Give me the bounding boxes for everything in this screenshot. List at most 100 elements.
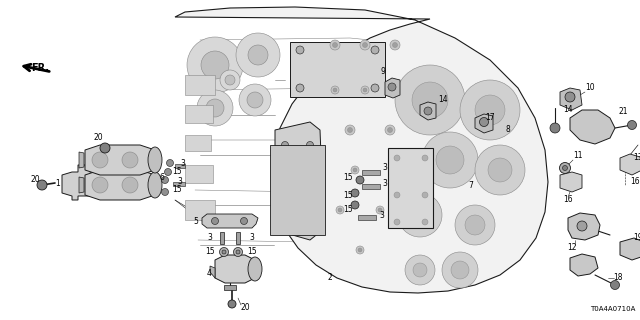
Circle shape [348,127,353,132]
Circle shape [479,117,488,126]
Circle shape [455,205,495,245]
Circle shape [475,95,505,125]
Circle shape [197,90,233,126]
Bar [175,164,185,168]
Circle shape [565,92,575,102]
Circle shape [387,127,392,132]
Text: 3: 3 [380,212,385,220]
Text: 6: 6 [159,173,164,182]
Circle shape [550,123,560,133]
Text: 20: 20 [93,133,103,142]
Polygon shape [275,122,322,240]
Bar [185,200,215,220]
Text: 3: 3 [250,234,255,243]
Ellipse shape [248,257,262,281]
Text: 8: 8 [506,125,510,134]
Circle shape [442,252,478,288]
Polygon shape [210,266,215,278]
Circle shape [100,143,110,153]
Circle shape [360,40,370,50]
Text: 15: 15 [205,247,215,257]
Bar [185,135,211,151]
Text: 15: 15 [343,190,353,199]
Polygon shape [224,285,236,290]
Circle shape [391,166,399,174]
Circle shape [358,248,362,252]
Polygon shape [570,110,615,144]
Text: 3: 3 [180,158,186,167]
Circle shape [351,201,359,209]
Polygon shape [620,238,640,260]
Circle shape [376,206,384,214]
Circle shape [331,86,339,94]
Circle shape [122,177,138,193]
Text: 19: 19 [633,234,640,243]
Circle shape [248,45,268,65]
Text: 14: 14 [563,106,573,115]
Text: 2: 2 [328,274,332,283]
Circle shape [436,146,464,174]
Circle shape [333,88,337,92]
Circle shape [338,208,342,212]
Circle shape [362,43,367,47]
Text: 21: 21 [618,108,628,116]
Circle shape [422,219,428,225]
Text: 3: 3 [383,179,387,188]
Text: 5: 5 [193,217,198,226]
Polygon shape [475,114,493,133]
Circle shape [390,40,400,50]
Text: 11: 11 [573,150,583,159]
Circle shape [92,177,108,193]
Circle shape [161,188,168,196]
Circle shape [92,152,108,168]
Circle shape [307,217,314,223]
Bar [185,165,213,183]
Text: 9: 9 [381,68,385,76]
Bar [290,42,385,97]
Text: 3: 3 [177,177,182,186]
Text: 15: 15 [247,247,257,257]
Circle shape [465,215,485,235]
Circle shape [164,169,172,175]
Bar [220,232,224,244]
Circle shape [356,176,364,184]
Circle shape [187,37,243,93]
Circle shape [296,46,304,54]
Circle shape [353,168,357,172]
Circle shape [563,165,568,171]
Bar [388,148,433,228]
Circle shape [330,40,340,50]
Polygon shape [85,145,155,175]
Circle shape [201,51,229,79]
Polygon shape [620,154,640,175]
Circle shape [395,65,465,135]
Polygon shape [175,7,548,293]
Circle shape [345,125,355,135]
Polygon shape [570,254,598,276]
Circle shape [296,84,304,92]
Text: 7: 7 [468,180,474,189]
Circle shape [206,99,224,117]
Circle shape [577,221,587,231]
Bar [362,184,380,189]
Polygon shape [560,172,582,192]
Text: 10: 10 [585,84,595,92]
Circle shape [307,181,314,188]
Circle shape [488,158,512,182]
Text: 15: 15 [172,167,182,177]
Circle shape [388,83,396,91]
Circle shape [611,281,620,290]
Text: 12: 12 [567,244,577,252]
Text: 16: 16 [563,196,573,204]
Circle shape [413,263,427,277]
Text: 18: 18 [613,274,623,283]
Bar [358,215,376,220]
Circle shape [351,166,359,174]
Ellipse shape [148,147,162,173]
Text: 20: 20 [240,303,250,313]
Text: 4: 4 [207,268,211,277]
Bar [185,75,215,95]
Circle shape [363,88,367,92]
Polygon shape [560,88,582,110]
Circle shape [220,247,228,257]
